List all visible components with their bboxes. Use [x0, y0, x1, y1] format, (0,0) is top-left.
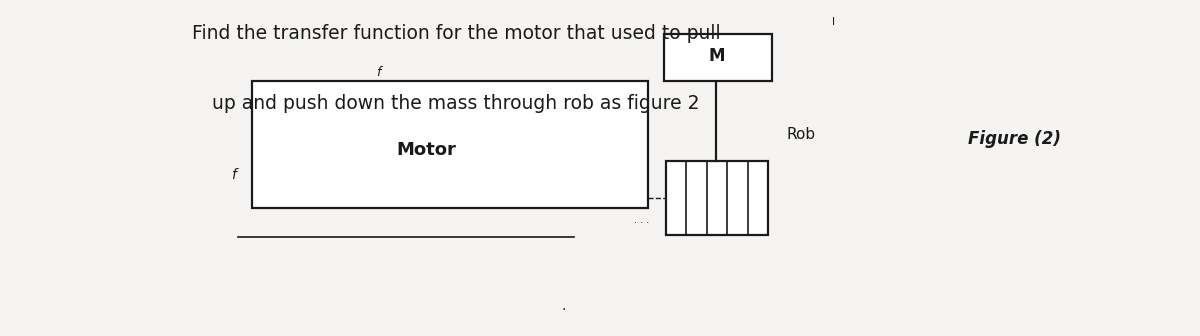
Text: Find the transfer function for the motor that used to pull: Find the transfer function for the motor… — [192, 24, 720, 43]
Text: f: f — [232, 168, 236, 182]
Bar — [252, 81, 648, 208]
Text: l: l — [833, 17, 835, 27]
Text: M: M — [708, 47, 725, 65]
Text: up and push down the mass through rob as figure 2: up and push down the mass through rob as… — [212, 94, 700, 113]
Text: .: . — [562, 299, 566, 313]
Bar — [666, 161, 768, 235]
Bar — [664, 34, 772, 81]
Text: Motor: Motor — [396, 140, 456, 159]
Text: . . .: . . . — [635, 215, 649, 225]
Text: f: f — [376, 66, 380, 79]
Text: Figure (2): Figure (2) — [967, 130, 1061, 149]
Text: Rob: Rob — [786, 127, 815, 142]
